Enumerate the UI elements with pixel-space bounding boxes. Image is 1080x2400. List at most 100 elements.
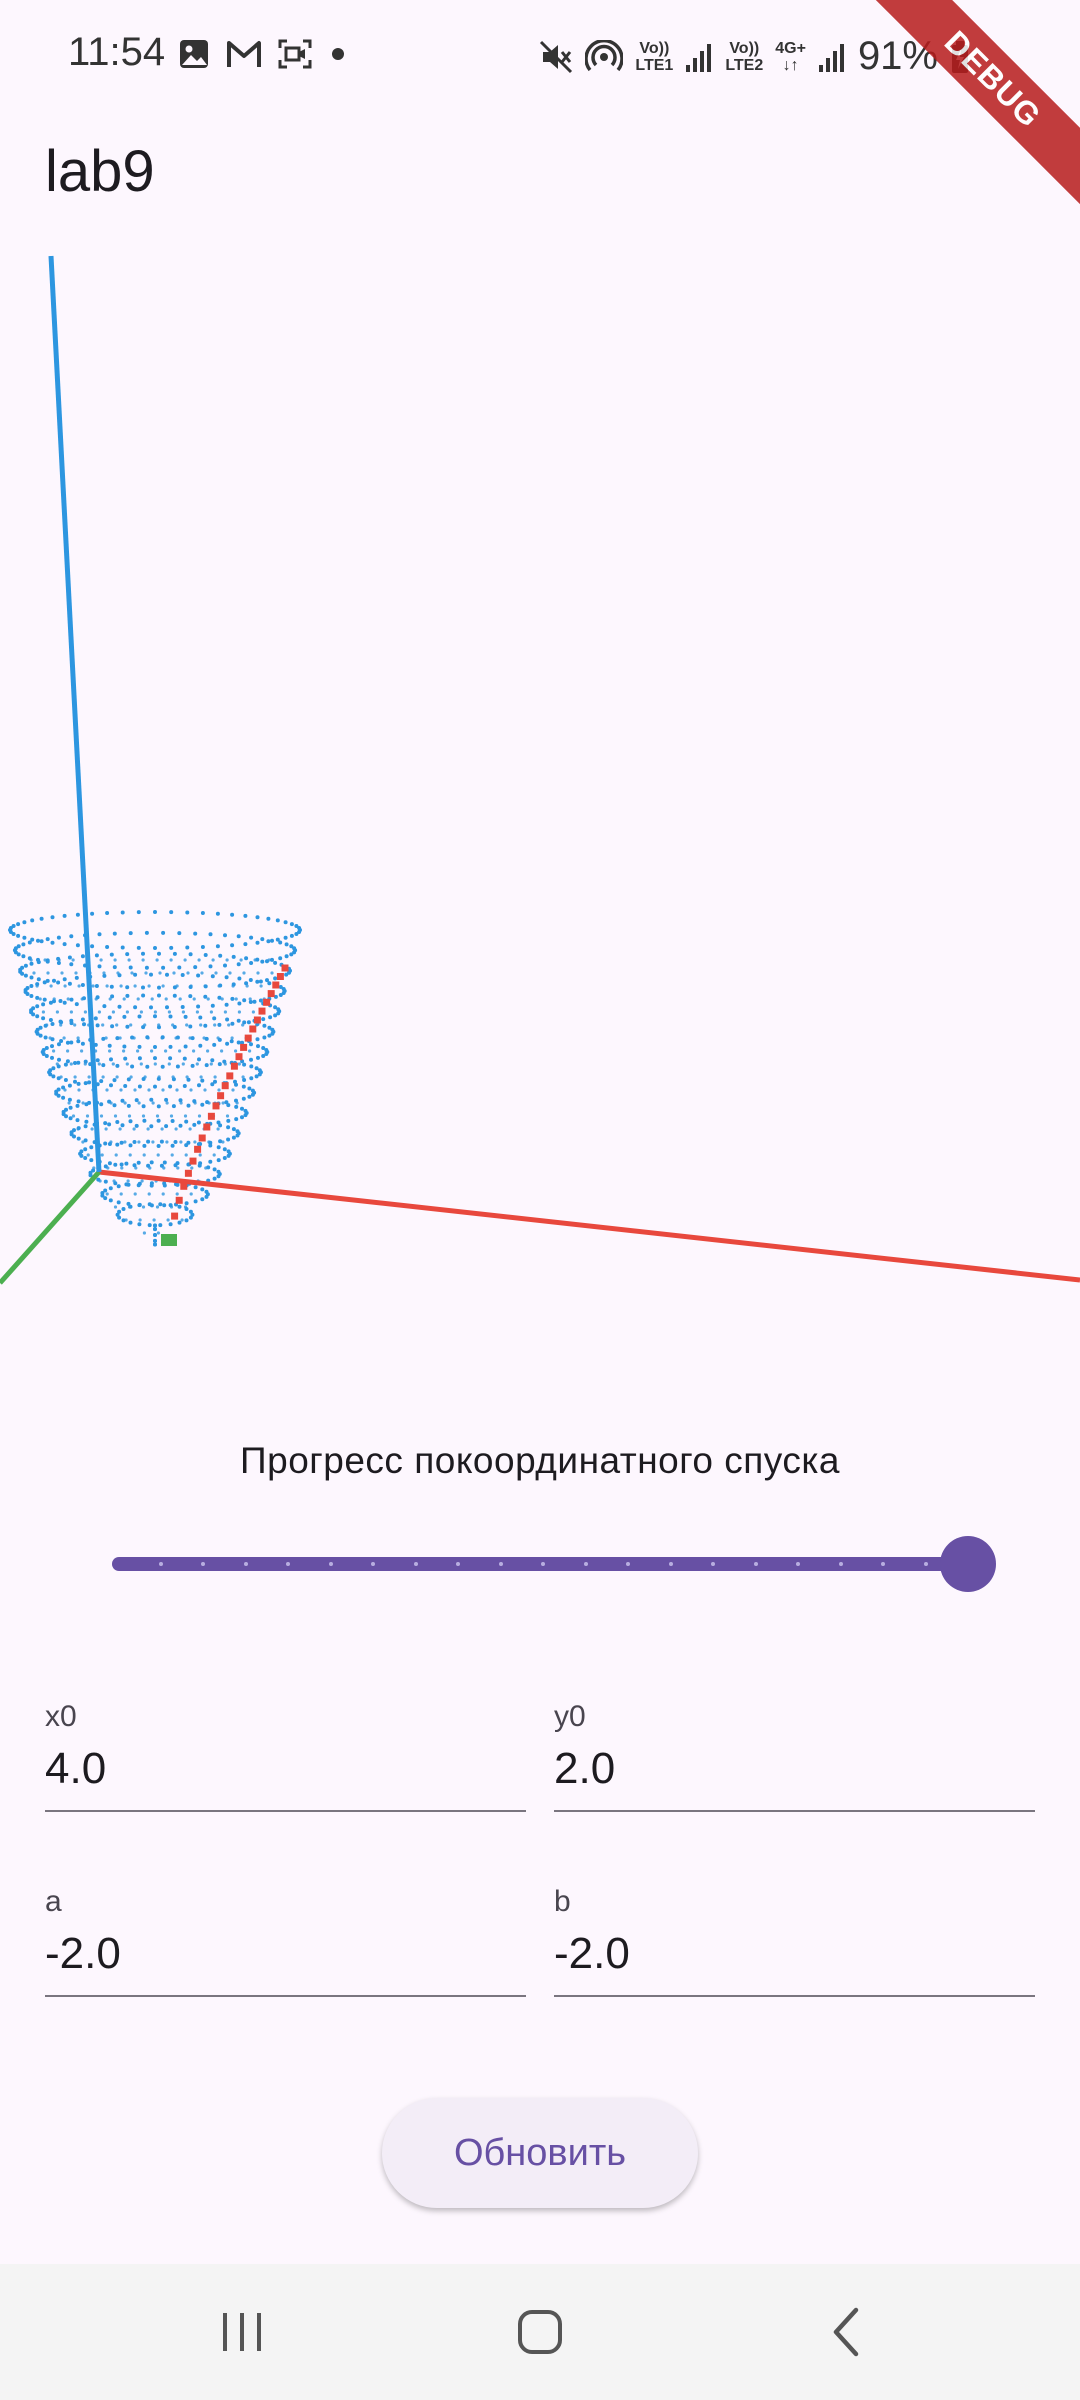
surface-point xyxy=(104,1127,108,1131)
surface-point xyxy=(76,1060,81,1065)
surface-point xyxy=(262,1023,267,1028)
surface-point xyxy=(99,1079,104,1084)
status-time: 11:54 xyxy=(68,30,166,74)
surface-point xyxy=(68,1105,73,1110)
surface-point xyxy=(29,975,34,980)
surface-point xyxy=(248,978,253,982)
surface-point xyxy=(220,1049,224,1053)
surface-point xyxy=(161,1192,165,1196)
surface-point xyxy=(181,1062,185,1066)
surface-point xyxy=(165,1101,169,1105)
surface-point xyxy=(222,1147,227,1152)
home-button[interactable] xyxy=(460,2264,620,2400)
y0-input[interactable]: 2.0 xyxy=(554,1744,616,1793)
surface-point xyxy=(59,1039,64,1043)
recent-apps-icon xyxy=(223,2313,261,2351)
surface-point xyxy=(229,1039,234,1044)
recent-apps-button[interactable] xyxy=(162,2264,322,2400)
surface-point xyxy=(158,1202,163,1207)
surface-point xyxy=(180,973,185,977)
surface-point xyxy=(254,1074,259,1079)
surface-point xyxy=(246,1020,251,1025)
surface-point xyxy=(213,1075,217,1079)
surface-point xyxy=(143,1075,147,1079)
surface-point xyxy=(120,1166,124,1170)
surface-point xyxy=(284,954,289,959)
network-4g-icon: 4G+ ↓↑ xyxy=(775,40,806,74)
surface-point xyxy=(81,1101,85,1105)
surface-point xyxy=(103,1179,108,1184)
surface-point xyxy=(203,1088,207,1092)
surface-point xyxy=(122,1049,126,1053)
surface-point xyxy=(108,1186,113,1191)
descent-step xyxy=(258,1007,266,1015)
surface-point xyxy=(99,1114,104,1118)
surface-point xyxy=(258,998,263,1003)
surface-point xyxy=(36,938,40,943)
surface-point xyxy=(273,1013,278,1018)
surface-point xyxy=(212,1167,217,1172)
surface-point xyxy=(193,931,198,936)
surface-point xyxy=(110,1024,115,1029)
surface-point xyxy=(111,1062,115,1066)
surface-point xyxy=(216,1036,220,1040)
surface-point xyxy=(120,910,125,915)
surface-point xyxy=(149,1160,154,1165)
surface-point xyxy=(43,1035,48,1040)
surface-point xyxy=(178,1049,182,1053)
surface-point xyxy=(134,1166,138,1170)
surface-point xyxy=(138,1218,142,1222)
surface-point xyxy=(83,1156,88,1160)
surface-point xyxy=(228,971,232,975)
b-field[interactable]: b -2.0 xyxy=(554,1885,1035,1997)
progress-slider[interactable] xyxy=(112,1536,998,1592)
descent-step xyxy=(230,1062,238,1070)
surface-point xyxy=(250,1092,255,1097)
surface-point xyxy=(253,958,257,962)
surface-point xyxy=(179,1140,183,1144)
surface-point xyxy=(62,977,67,982)
surface-point xyxy=(25,986,30,990)
surface-point xyxy=(184,1119,189,1124)
surface-point xyxy=(273,960,278,965)
surface-point xyxy=(294,932,299,936)
a-field[interactable]: a -2.0 xyxy=(45,1885,526,1997)
surface-point xyxy=(270,957,274,962)
surface-point xyxy=(23,973,28,978)
surface-point xyxy=(149,1183,154,1188)
surface-point xyxy=(190,1036,195,1041)
surface-point xyxy=(75,1118,80,1123)
surface-point xyxy=(255,979,260,984)
surface-point xyxy=(109,1083,113,1088)
surface-point xyxy=(120,945,125,950)
surface-point xyxy=(94,984,99,988)
surface-point xyxy=(169,1114,174,1118)
x0-field[interactable]: x0 4.0 xyxy=(45,1700,526,1812)
surface-point xyxy=(89,1158,94,1163)
surface-point xyxy=(105,1192,109,1196)
surface-plot[interactable] xyxy=(0,240,1080,1340)
surface-point xyxy=(197,958,201,962)
back-button[interactable] xyxy=(766,2264,926,2400)
y0-field[interactable]: y0 2.0 xyxy=(554,1700,1035,1812)
surface-point xyxy=(83,1062,87,1066)
slider-thumb[interactable] xyxy=(940,1536,996,1592)
x0-input[interactable]: 4.0 xyxy=(45,1744,107,1793)
surface-point xyxy=(119,1162,124,1167)
surface-point xyxy=(161,930,166,935)
surface-point xyxy=(156,1104,161,1109)
update-button[interactable]: Обновить xyxy=(382,2098,698,2208)
surface-point xyxy=(83,1138,88,1143)
slider-tick xyxy=(796,1562,800,1566)
descent-step xyxy=(253,1016,261,1024)
slider-tick xyxy=(456,1562,460,1566)
surface-point xyxy=(141,993,146,998)
b-input[interactable]: -2.0 xyxy=(554,1929,630,1978)
a-input[interactable]: -2.0 xyxy=(45,1929,121,1978)
surface-point xyxy=(177,965,182,970)
surface-point xyxy=(23,963,28,968)
surface-point xyxy=(241,1023,245,1027)
surface-point xyxy=(153,1227,157,1232)
surface-point xyxy=(270,1031,275,1036)
surface-point xyxy=(83,1147,88,1152)
